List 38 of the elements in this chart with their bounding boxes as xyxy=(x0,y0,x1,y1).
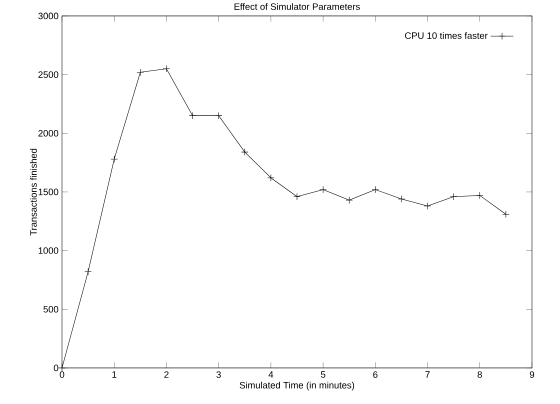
x-tick-label: 9 xyxy=(530,371,534,378)
x-tick-label: 2 xyxy=(164,371,169,378)
point xyxy=(372,186,379,194)
point xyxy=(320,186,327,194)
y-tick-label: 0 xyxy=(54,364,58,372)
x-axis-title: Simulated Time (in minutes) xyxy=(240,382,354,390)
x-tick-label: 3 xyxy=(216,371,221,378)
y-axis-title: Transactions finished xyxy=(30,148,37,236)
point xyxy=(424,202,432,210)
x-tick-label: 7 xyxy=(425,371,430,378)
x-tick-label: 6 xyxy=(373,371,378,378)
point xyxy=(110,156,118,163)
y-tick-label: 2000 xyxy=(38,130,58,137)
x-tick-label: 0 xyxy=(60,371,64,378)
x-tick-label: 1 xyxy=(112,371,116,378)
y-tick-label: 1000 xyxy=(38,247,58,254)
point xyxy=(293,193,301,200)
point xyxy=(162,65,170,72)
chart-title: Effect of Simulator Parameters xyxy=(234,3,360,10)
point xyxy=(450,193,458,200)
point xyxy=(502,210,510,218)
point xyxy=(215,112,222,120)
x-tick-label: 8 xyxy=(478,371,482,378)
point xyxy=(84,268,92,276)
y-tick-label: 3000 xyxy=(38,12,58,20)
legend-label: CPU 10 times faster xyxy=(405,32,488,39)
y-tick-label: 1500 xyxy=(38,188,58,196)
point xyxy=(346,196,353,204)
point xyxy=(476,192,484,200)
y-tick-label: 500 xyxy=(44,306,58,313)
x-tick-label: 4 xyxy=(268,371,274,378)
point xyxy=(136,68,144,76)
y-tick-label: 2500 xyxy=(38,71,58,78)
point xyxy=(241,148,248,156)
x-tick-label: 5 xyxy=(320,371,326,378)
point xyxy=(267,174,274,182)
point xyxy=(398,195,406,203)
point xyxy=(188,112,196,120)
